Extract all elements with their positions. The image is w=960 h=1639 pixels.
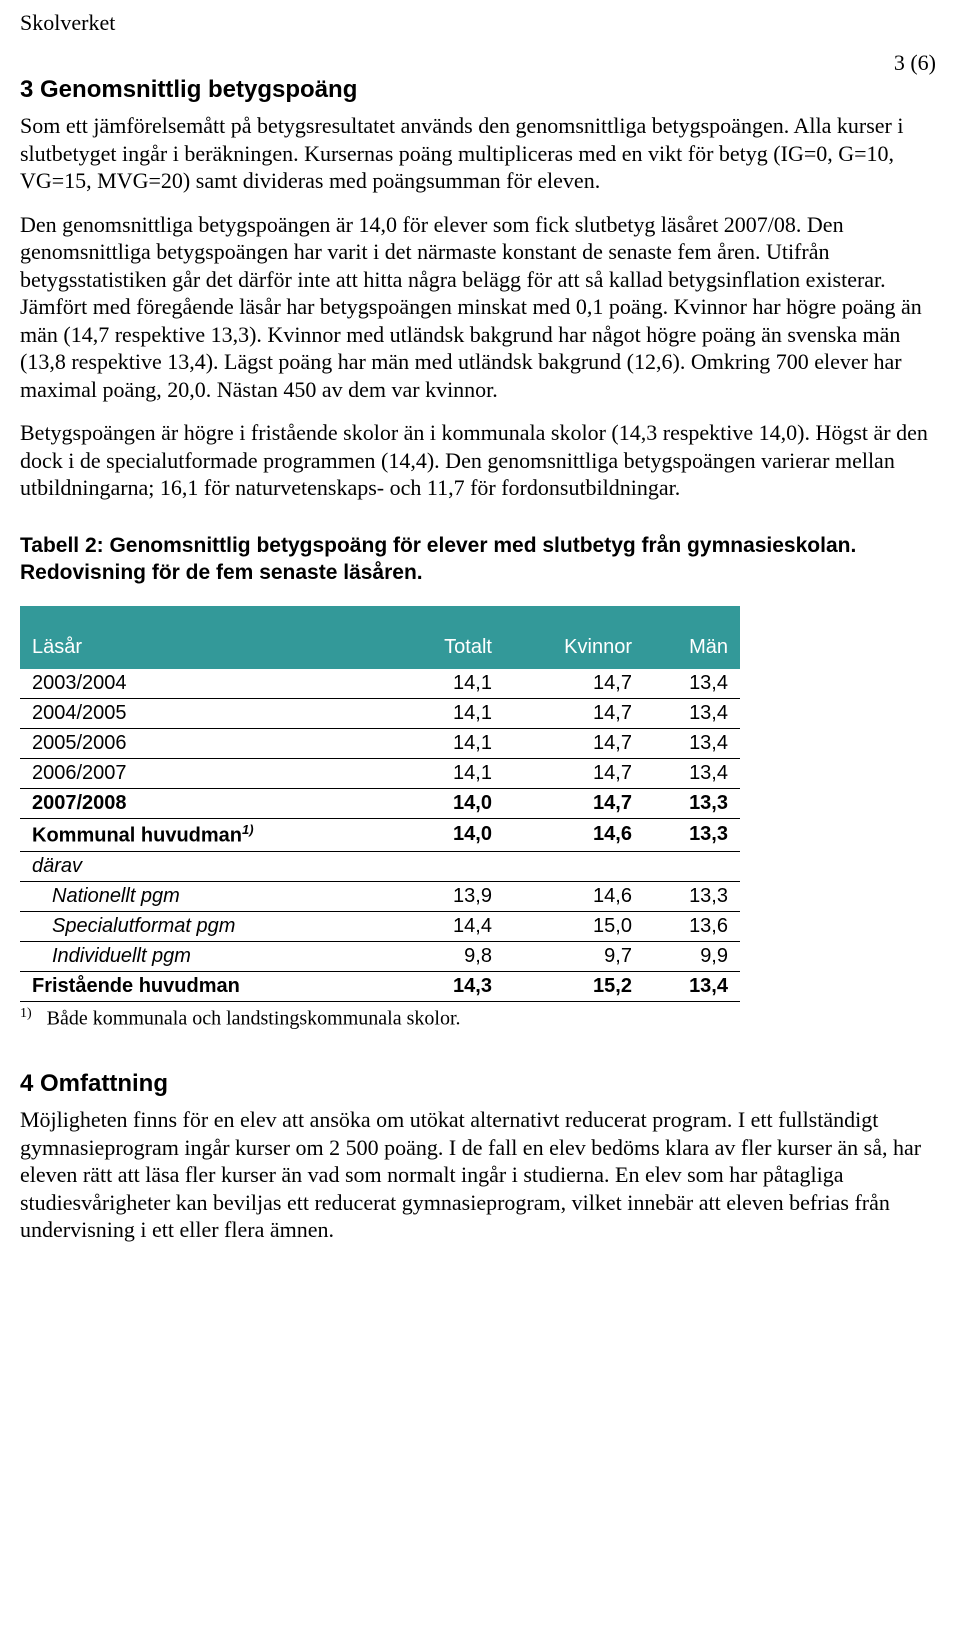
table-cell-value: 15,2 xyxy=(504,971,644,1001)
table-cell-value: 13,4 xyxy=(644,729,740,759)
table-cell-label: 2004/2005 xyxy=(20,699,394,729)
table-cell-value: 14,7 xyxy=(504,759,644,789)
table-cell-value: 13,4 xyxy=(644,759,740,789)
table-row: 2005/200614,114,713,4 xyxy=(20,729,740,759)
table-cell-label: 2005/2006 xyxy=(20,729,394,759)
table-row: därav xyxy=(20,851,740,881)
table-cell-value: 14,4 xyxy=(394,911,504,941)
table-cell-value: 14,0 xyxy=(394,819,504,852)
table-2: Läsår Totalt Kvinnor Män 2003/200414,114… xyxy=(20,606,740,1002)
table-row: 2004/200514,114,713,4 xyxy=(20,699,740,729)
table-cell-label: Specialutformat pgm xyxy=(20,911,394,941)
table-cell-value: 14,7 xyxy=(504,789,644,819)
section-3-paragraph-3: Betygspoängen är högre i fristående skol… xyxy=(20,419,940,502)
table-cell-value: 13,4 xyxy=(644,971,740,1001)
table-cell-value: 14,1 xyxy=(394,699,504,729)
table-row: Specialutformat pgm14,415,013,6 xyxy=(20,911,740,941)
table-cell-value: 9,7 xyxy=(504,941,644,971)
section-3-heading: 3 Genomsnittlig betygspoäng xyxy=(20,76,940,104)
section-3-paragraph-1: Som ett jämförelsemått på betygsresultat… xyxy=(20,112,940,195)
table-cell-label: 2007/2008 xyxy=(20,789,394,819)
table-row: Fristående huvudman14,315,213,4 xyxy=(20,971,740,1001)
table-row: 2003/200414,114,713,4 xyxy=(20,669,740,699)
table-cell-value: 13,3 xyxy=(644,789,740,819)
footnote-ref: 1) xyxy=(20,1006,32,1021)
table-cell-label: Fristående huvudman xyxy=(20,971,394,1001)
table-cell-value xyxy=(504,851,644,881)
table-cell-value: 13,3 xyxy=(644,881,740,911)
table-2-footnote: 1) Både kommunala och landstingskommunal… xyxy=(20,1006,740,1031)
table-row: Kommunal huvudman1)14,014,613,3 xyxy=(20,819,740,852)
table-row: Nationellt pgm13,914,613,3 xyxy=(20,881,740,911)
table-cell-label: därav xyxy=(20,851,394,881)
table-row: 2006/200714,114,713,4 xyxy=(20,759,740,789)
table-cell-value: 14,1 xyxy=(394,729,504,759)
table-cell-value: 13,3 xyxy=(644,819,740,852)
table-cell-value: 14,1 xyxy=(394,759,504,789)
page-number: 3 (6) xyxy=(894,50,936,76)
table-2-col-totalt: Totalt xyxy=(394,626,504,669)
table-cell-value: 9,8 xyxy=(394,941,504,971)
section-4-paragraph-1: Möjligheten finns för en elev att ansöka… xyxy=(20,1106,940,1244)
section-4-heading: 4 Omfattning xyxy=(20,1070,940,1098)
table-cell-label: Nationellt pgm xyxy=(20,881,394,911)
table-cell-label: 2006/2007 xyxy=(20,759,394,789)
table-cell-value xyxy=(394,851,504,881)
table-cell-label: Individuellt pgm xyxy=(20,941,394,971)
table-cell-value: 14,6 xyxy=(504,819,644,852)
table-cell-label: 2003/2004 xyxy=(20,669,394,699)
table-cell-value: 14,7 xyxy=(504,699,644,729)
table-cell-value: 14,7 xyxy=(504,669,644,699)
table-cell-value: 14,0 xyxy=(394,789,504,819)
table-row: Individuellt pgm9,89,79,9 xyxy=(20,941,740,971)
table-cell-value: 13,4 xyxy=(644,669,740,699)
table-2-caption: Tabell 2: Genomsnittlig betygspoäng för … xyxy=(20,532,940,587)
document-page: Skolverket 3 (6) 3 Genomsnittlig betygsp… xyxy=(0,0,960,1300)
table-2-header-row: Läsår Totalt Kvinnor Män xyxy=(20,626,740,669)
table-cell-value: 14,3 xyxy=(394,971,504,1001)
table-2-col-man: Män xyxy=(644,626,740,669)
table-cell-value: 13,9 xyxy=(394,881,504,911)
table-cell-value: 15,0 xyxy=(504,911,644,941)
table-2-col-lasar: Läsår xyxy=(20,626,394,669)
table-cell-value: 13,4 xyxy=(644,699,740,729)
table-2-col-kvinnor: Kvinnor xyxy=(504,626,644,669)
table-cell-value xyxy=(644,851,740,881)
table-row: 2007/200814,014,713,3 xyxy=(20,789,740,819)
table-cell-value: 9,9 xyxy=(644,941,740,971)
section-3-paragraph-2: Den genomsnittliga betygspoängen är 14,0… xyxy=(20,211,940,404)
table-cell-value: 14,7 xyxy=(504,729,644,759)
table-cell-value: 13,6 xyxy=(644,911,740,941)
table-cell-value: 14,1 xyxy=(394,669,504,699)
table-cell-value: 14,6 xyxy=(504,881,644,911)
org-name: Skolverket xyxy=(20,10,940,36)
table-cell-label: Kommunal huvudman1) xyxy=(20,819,394,852)
footnote-text: Både kommunala och landstingskommunala s… xyxy=(47,1007,461,1029)
